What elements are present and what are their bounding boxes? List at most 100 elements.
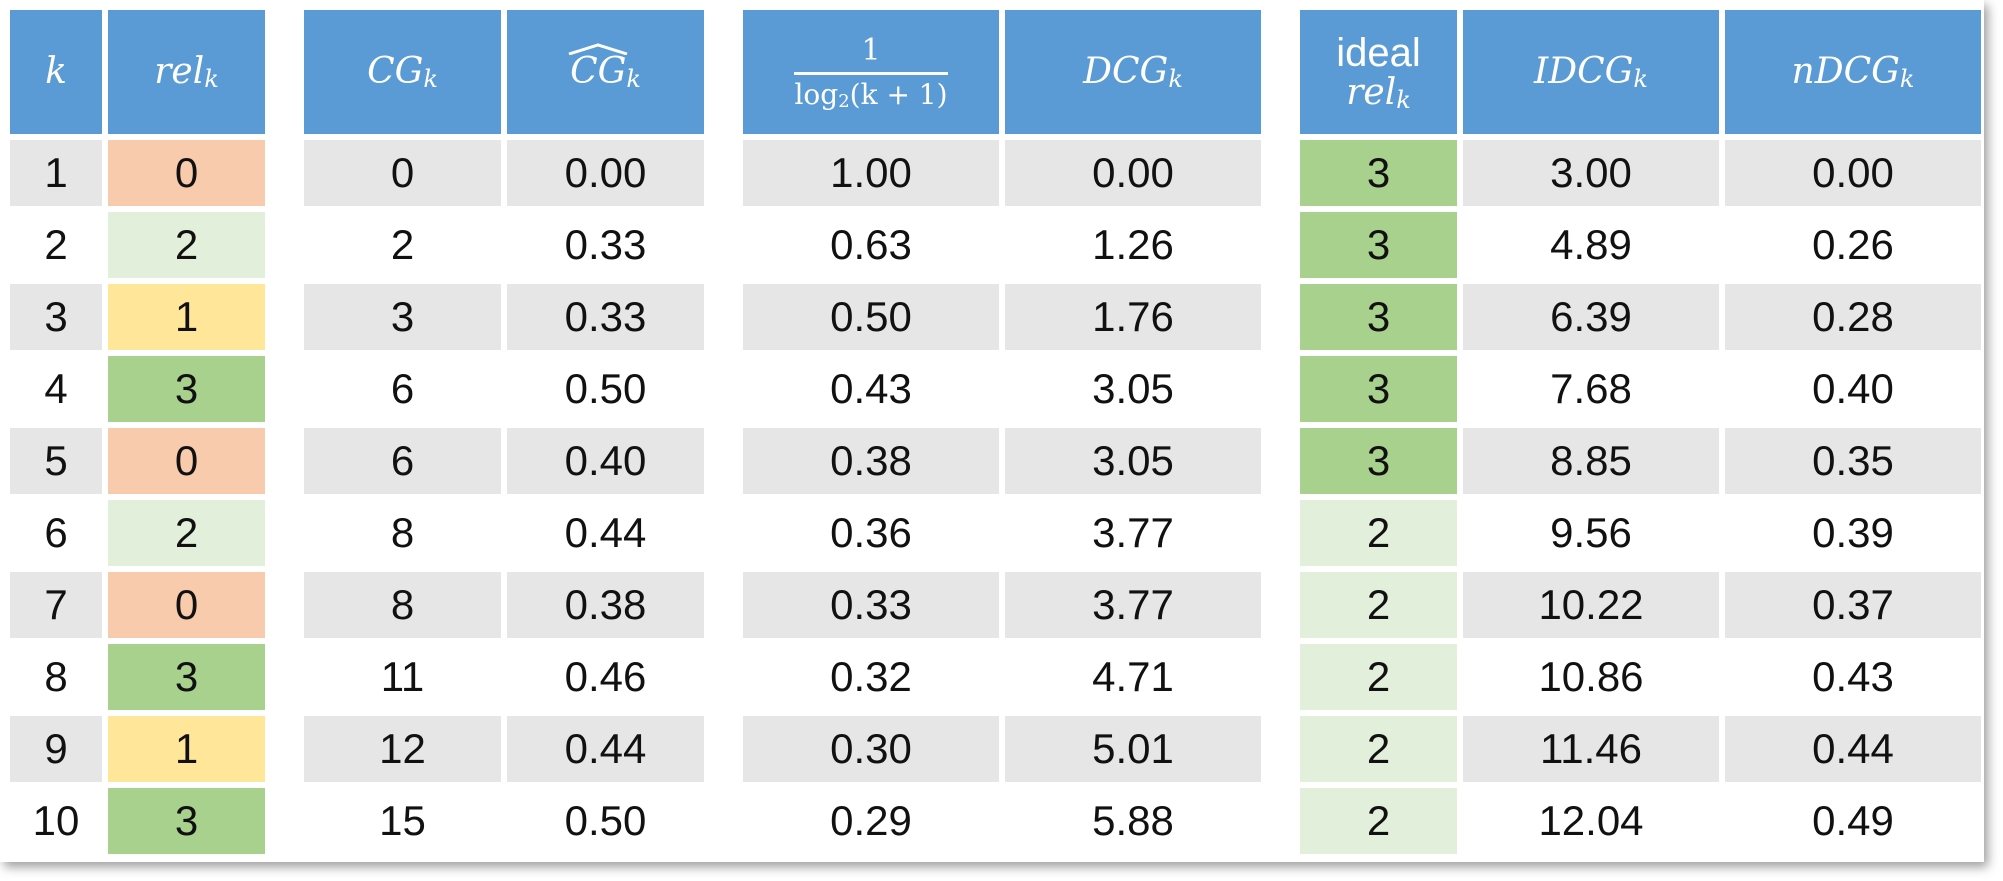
cell-cg-normalized: 0.40 [507,428,704,494]
header-cg-normalized: CGk [507,10,704,134]
cell-rel: 3 [108,356,265,422]
cell-cg: 6 [304,428,501,494]
cell-ndcg: 0.40 [1725,356,1981,422]
cell-rel: 3 [108,788,265,854]
cell-rel: 1 [108,284,265,350]
cell-idcg: 4.89 [1463,212,1719,278]
cell-cg-normalized: 0.33 [507,284,704,350]
cell-ndcg: 0.26 [1725,212,1981,278]
cell-rel: 0 [108,140,265,206]
cell-ideal-rel: 3 [1300,284,1457,350]
cell-discount: 0.43 [743,356,999,422]
cell-ndcg: 0.35 [1725,428,1981,494]
discount-fraction: 1 log2(k + 1) [794,32,948,112]
cell-ndcg: 0.43 [1725,644,1981,710]
cell-rel: 2 [108,500,265,566]
cell-dcg: 3.77 [1005,572,1261,638]
cell-cg: 8 [304,572,501,638]
cell-dcg: 3.05 [1005,356,1261,422]
cell-ndcg: 0.39 [1725,500,1981,566]
cell-k: 2 [10,212,102,278]
cell-discount: 0.33 [743,572,999,638]
cell-dcg: 0.00 [1005,140,1261,206]
cell-cg: 15 [304,788,501,854]
discount-numerator: 1 [861,32,881,68]
cell-cg: 0 [304,140,501,206]
cell-discount: 0.63 [743,212,999,278]
cell-discount: 0.36 [743,500,999,566]
cell-cg-normalized: 0.44 [507,500,704,566]
cell-dcg: 5.01 [1005,716,1261,782]
header-rel-label: relk [154,51,219,94]
cell-k: 3 [10,284,102,350]
cell-rel: 1 [108,716,265,782]
header-discount: 1 log2(k + 1) [743,10,999,134]
fraction-bar [794,71,948,75]
cell-ideal-rel: 2 [1300,572,1457,638]
cell-cg: 3 [304,284,501,350]
header-idcg-label: IDCGk [1534,51,1648,94]
cell-cg-normalized: 0.00 [507,140,704,206]
cell-idcg: 10.86 [1463,644,1719,710]
cell-ideal-rel: 3 [1300,212,1457,278]
cell-discount: 0.50 [743,284,999,350]
cell-rel: 0 [108,572,265,638]
cell-k: 8 [10,644,102,710]
cell-dcg: 3.05 [1005,428,1261,494]
cell-discount: 0.32 [743,644,999,710]
cell-idcg: 11.46 [1463,716,1719,782]
header-rel: relk [108,10,265,134]
header-cg-label: CGk [367,51,438,94]
header-idcg: IDCGk [1463,10,1719,134]
hat-accent-icon [568,43,628,56]
cell-ideal-rel: 2 [1300,644,1457,710]
cell-ideal-rel: 3 [1300,428,1457,494]
cell-dcg: 3.77 [1005,500,1261,566]
cell-k: 1 [10,140,102,206]
cell-cg: 2 [304,212,501,278]
cell-idcg: 6.39 [1463,284,1719,350]
cell-ndcg: 0.49 [1725,788,1981,854]
cell-cg-normalized: 0.46 [507,644,704,710]
cell-ndcg: 0.00 [1725,140,1981,206]
cell-dcg: 1.76 [1005,284,1261,350]
cell-dcg: 4.71 [1005,644,1261,710]
header-ideal-rel-label: relk [1346,72,1411,115]
cell-cg-normalized: 0.50 [507,356,704,422]
discount-denominator: log2(k + 1) [794,77,948,112]
cell-idcg: 10.22 [1463,572,1719,638]
cell-rel: 0 [108,428,265,494]
header-ndcg-label: nDCGk [1791,51,1915,94]
cell-k: 9 [10,716,102,782]
cell-idcg: 7.68 [1463,356,1719,422]
cell-rel: 3 [108,644,265,710]
cell-discount: 0.30 [743,716,999,782]
cell-discount: 1.00 [743,140,999,206]
cell-k: 10 [10,788,102,854]
header-ndcg: nDCGk [1725,10,1981,134]
cell-ndcg: 0.37 [1725,572,1981,638]
cell-ideal-rel: 3 [1300,356,1457,422]
header-k: k [10,10,102,134]
cell-ideal-rel: 2 [1300,716,1457,782]
header-cg-normalized-label: CGk [568,43,641,92]
cell-ndcg: 0.28 [1725,284,1981,350]
cell-k: 4 [10,356,102,422]
header-ideal-rel: ideal relk [1300,10,1457,134]
cell-idcg: 9.56 [1463,500,1719,566]
cell-cg-normalized: 0.44 [507,716,704,782]
header-dcg-label: DCGk [1083,51,1183,94]
cell-idcg: 3.00 [1463,140,1719,206]
cell-idcg: 8.85 [1463,428,1719,494]
cell-ideal-rel: 3 [1300,140,1457,206]
cell-rel: 2 [108,212,265,278]
cell-cg: 11 [304,644,501,710]
cell-discount: 0.38 [743,428,999,494]
header-dcg: DCGk [1005,10,1261,134]
cell-k: 6 [10,500,102,566]
cell-cg-normalized: 0.38 [507,572,704,638]
cell-k: 7 [10,572,102,638]
cell-cg-normalized: 0.33 [507,212,704,278]
cell-discount: 0.29 [743,788,999,854]
